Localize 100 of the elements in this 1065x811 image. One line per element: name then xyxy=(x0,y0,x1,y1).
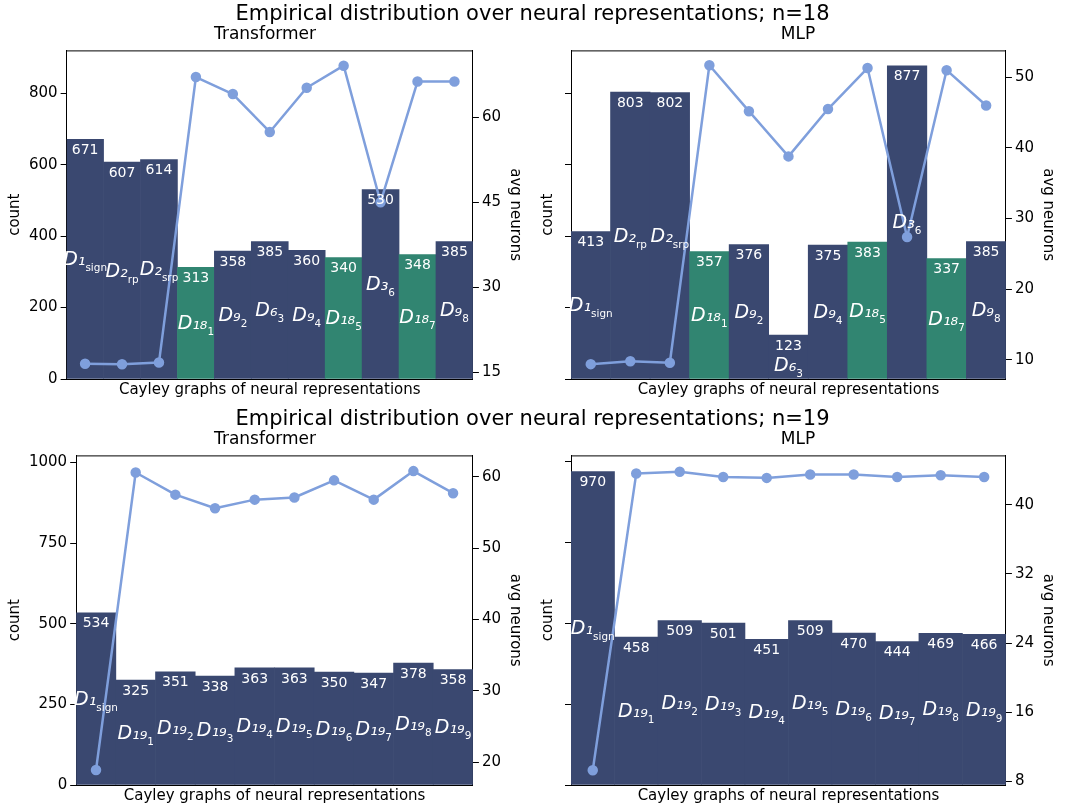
y2-tick-label: 30 xyxy=(481,680,502,699)
x-tick-label: D₁₉$_{2}$ xyxy=(157,716,194,743)
x-tick-label: D₁₈$_{7}$ xyxy=(399,304,436,331)
data-label: 509 xyxy=(796,622,824,639)
x-tick-label: D₉$_{8}$ xyxy=(971,298,1001,324)
y2-tick-label: 50 xyxy=(481,538,502,557)
y-tick-label: 800 xyxy=(28,83,58,102)
data-label: 357 xyxy=(696,253,723,270)
data-label: 348 xyxy=(404,256,431,273)
data-label: 444 xyxy=(883,643,911,660)
bar xyxy=(324,257,363,379)
y-axis-title: count xyxy=(4,193,23,236)
bar xyxy=(435,241,473,379)
data-label: 350 xyxy=(320,673,348,690)
point xyxy=(862,62,873,74)
x-tick-label: D₁₉$_{5}$ xyxy=(791,690,829,717)
bar xyxy=(689,251,730,379)
data-label: 385 xyxy=(441,243,468,260)
y-tick-label: 0 xyxy=(48,368,58,387)
x-tick-label: D₆$_{3}$ xyxy=(774,353,803,379)
y2-tick-label: 30 xyxy=(1014,208,1035,227)
x-tick-label: D₁₈$_{5}$ xyxy=(325,306,362,332)
point xyxy=(980,100,992,111)
point xyxy=(761,472,772,484)
x-tick-label: D₁₉$_{7}$ xyxy=(355,717,392,743)
y2-tick-label: 40 xyxy=(1014,137,1035,156)
x-tick-label: D₁₉$_{3}$ xyxy=(704,692,742,718)
point xyxy=(891,471,903,483)
data-label: 358 xyxy=(439,671,467,688)
y2-tick-label: 15 xyxy=(481,362,502,381)
data-label: 340 xyxy=(330,259,358,276)
y2-tick-label: 8 xyxy=(1014,771,1025,790)
x-tick-label: D₁₉$_{4}$ xyxy=(748,700,785,726)
point xyxy=(783,151,794,162)
point xyxy=(153,357,165,368)
y-axis-title: count xyxy=(537,598,556,642)
point xyxy=(79,358,91,369)
x-tick-label: D₂$_{rp}$ xyxy=(105,258,139,285)
y-axis-title: count xyxy=(537,193,556,236)
x-tick-label: D₂$_{rp}$ xyxy=(613,223,647,250)
point xyxy=(227,88,239,100)
data-label: 534 xyxy=(82,614,110,631)
point xyxy=(412,76,423,87)
x-tick-label: D₉$_{4}$ xyxy=(813,300,843,326)
data-label: 501 xyxy=(709,624,737,641)
bar xyxy=(966,241,1006,379)
x-tick-label: D₃$_{6}$ xyxy=(366,272,396,299)
x-tick-label: D₁₉$_{4}$ xyxy=(236,714,273,741)
x-tick-label: D₁₉$_{8}$ xyxy=(395,712,432,738)
point xyxy=(704,59,715,71)
x-tick-label: D₁₉$_{2}$ xyxy=(661,690,698,717)
data-label: 469 xyxy=(927,635,955,652)
x-tick-label: D₉$_{2}$ xyxy=(218,303,248,329)
point xyxy=(301,82,312,94)
point xyxy=(717,471,729,483)
x-tick-label: D₉$_{2}$ xyxy=(734,299,764,326)
point xyxy=(743,105,755,117)
y2-tick-label: 60 xyxy=(481,466,502,485)
y2-axis-title: avg neurons xyxy=(1040,573,1059,667)
point xyxy=(328,475,340,486)
data-label: 970 xyxy=(579,473,607,490)
y2-tick-label: 60 xyxy=(481,107,502,126)
x-tick-label: D₃$_{6}$ xyxy=(892,210,922,237)
bar xyxy=(361,189,400,379)
data-label: 385 xyxy=(256,243,284,260)
data-label: 607 xyxy=(108,163,136,180)
point xyxy=(130,467,141,478)
x-tick-label: D₉$_{4}$ xyxy=(292,302,322,329)
data-label: 470 xyxy=(840,634,868,651)
x-tick-label: D₁₈$_{5}$ xyxy=(849,298,886,325)
x-tick-label: D₁₈$_{7}$ xyxy=(928,306,965,333)
data-label: 337 xyxy=(933,260,960,277)
point xyxy=(289,492,300,503)
y2-tick-label: 30 xyxy=(481,277,502,296)
y2-tick-label: 16 xyxy=(1014,702,1035,721)
y-tick-label: 750 xyxy=(38,533,68,552)
point xyxy=(941,64,952,76)
data-label: 803 xyxy=(616,93,644,110)
y2-tick-label: 50 xyxy=(1014,67,1035,86)
data-label: 385 xyxy=(972,243,1000,260)
x-axis-title: Cayley graphs of neural representations xyxy=(118,379,421,398)
bar xyxy=(886,65,928,379)
point xyxy=(630,468,642,479)
x-tick-label: D₁₉$_{9}$ xyxy=(965,697,1003,724)
y-tick-label: 250 xyxy=(38,694,68,713)
data-label: 614 xyxy=(145,161,173,178)
x-tick-label: D₁₉$_{5}$ xyxy=(276,714,313,741)
x-tick-label: D₂$_{srp}$ xyxy=(650,223,690,250)
point xyxy=(978,471,990,483)
x-tick-label: D₉$_{8}$ xyxy=(439,298,469,324)
data-label: 375 xyxy=(814,246,842,263)
x-tick-label: D₁₈$_{1}$ xyxy=(691,303,728,329)
y2-tick-label: 20 xyxy=(1014,279,1035,298)
y2-tick-label: 24 xyxy=(1014,633,1035,652)
y2-tick-label: 20 xyxy=(481,752,502,771)
x-tick-label: D₁₉$_{3}$ xyxy=(196,718,234,745)
y-axis-title: count xyxy=(4,598,23,642)
point xyxy=(368,494,379,505)
x-axis-title: Cayley graphs of neural representations xyxy=(123,785,426,804)
bar xyxy=(177,266,215,379)
